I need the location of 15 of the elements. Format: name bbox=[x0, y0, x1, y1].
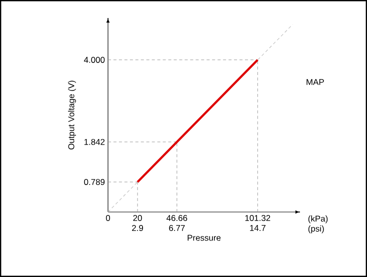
x2-tick-label: 14.7 bbox=[250, 225, 266, 231]
y-tick-label: 1.842 bbox=[84, 138, 105, 145]
y-axis-title: Output Voltage (V) bbox=[68, 80, 76, 150]
x-tick-label: 101.32 bbox=[245, 215, 270, 222]
y-tick-label: 4.000 bbox=[84, 56, 105, 63]
x2-tick-label: 6.77 bbox=[169, 225, 185, 232]
x2-tick-label: 2.9 bbox=[132, 225, 144, 232]
x-tick-label: 46.66 bbox=[166, 215, 188, 222]
text: (kPa) bbox=[308, 215, 328, 224]
text: (psi) bbox=[308, 225, 324, 234]
y-tick-label: 0.789 bbox=[84, 178, 105, 185]
text: MAP bbox=[306, 79, 324, 85]
x-tick-label: 20 bbox=[133, 215, 142, 222]
x-axis-title: Pressure bbox=[188, 234, 221, 241]
x-tick-label: 0 bbox=[106, 215, 110, 222]
